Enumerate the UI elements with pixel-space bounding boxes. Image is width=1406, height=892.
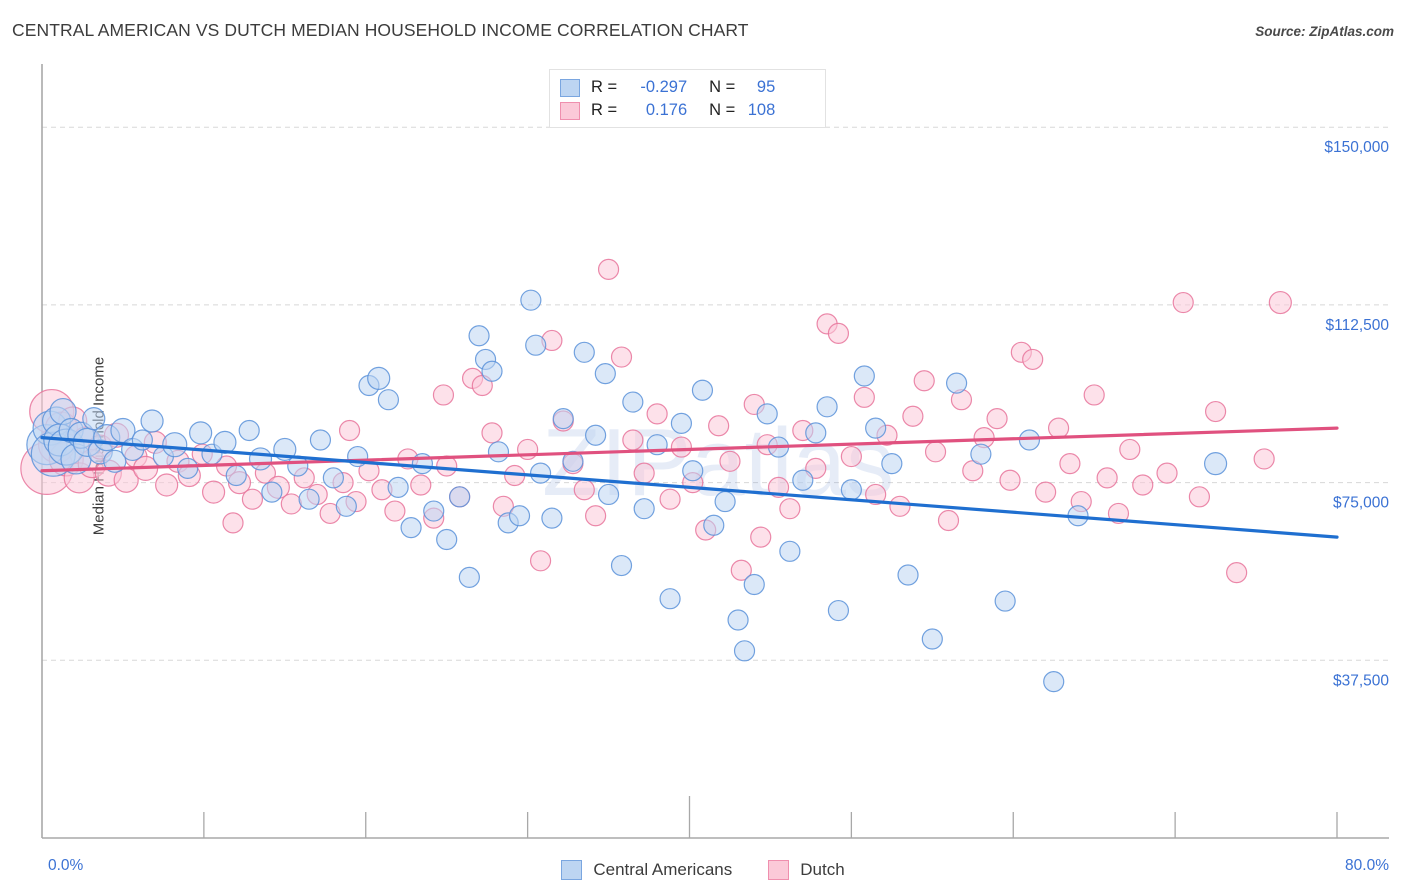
page-title: CENTRAL AMERICAN VS DUTCH MEDIAN HOUSEHO… (12, 20, 749, 40)
legend-swatch-pink-icon (560, 101, 580, 120)
series-label-dutch: Dutch (800, 860, 845, 879)
r-label-pink: R = (591, 101, 618, 119)
legend-swatch-blue-icon (560, 78, 580, 97)
series-legend-item-central-americans[interactable]: Central Americans (561, 860, 732, 880)
scatter-points-dutch[interactable] (20, 258, 1292, 584)
series-legend-item-dutch[interactable]: Dutch (768, 860, 845, 880)
y-axis-tick-labels: $150,000 $112,500 $75,000 $37,500 (1324, 139, 1389, 689)
series-label-central-americans: Central Americans (593, 860, 733, 879)
svg-text:$75,000: $75,000 (1333, 495, 1389, 512)
x-axis-tick-labels: 0.0% 80.0% (48, 857, 1389, 874)
svg-text:80.0%: 80.0% (1345, 857, 1389, 874)
source-attribution: Source: ZipAtlas.com (1255, 24, 1394, 39)
n-value-blue: 95 (756, 78, 776, 96)
r-value-blue: -0.297 (640, 78, 688, 96)
correlation-stats-legend: R = -0.297 N = 95 R = 0.176 N = 108 (549, 69, 826, 128)
tick-marks (203, 796, 1338, 838)
stat-row-central-americans: R = -0.297 N = 95 (560, 76, 815, 99)
svg-text:$150,000: $150,000 (1324, 139, 1389, 156)
stat-row-dutch: R = 0.176 N = 108 (560, 99, 815, 122)
trend-lines (40, 426, 1339, 539)
r-label-blue: R = (591, 78, 618, 96)
r-value-pink: 0.176 (645, 101, 688, 119)
series-swatch-blue-icon (561, 860, 583, 880)
gridlines (42, 126, 1389, 661)
series-swatch-pink-icon (768, 860, 790, 880)
n-label-blue: N = (709, 78, 736, 96)
svg-text:$37,500: $37,500 (1333, 672, 1389, 689)
svg-text:0.0%: 0.0% (48, 857, 84, 874)
n-label-pink: N = (709, 101, 736, 119)
n-value-pink: 108 (747, 101, 776, 119)
series-legend: Central Americans Dutch (0, 860, 1406, 880)
svg-text:$112,500: $112,500 (1326, 317, 1390, 334)
